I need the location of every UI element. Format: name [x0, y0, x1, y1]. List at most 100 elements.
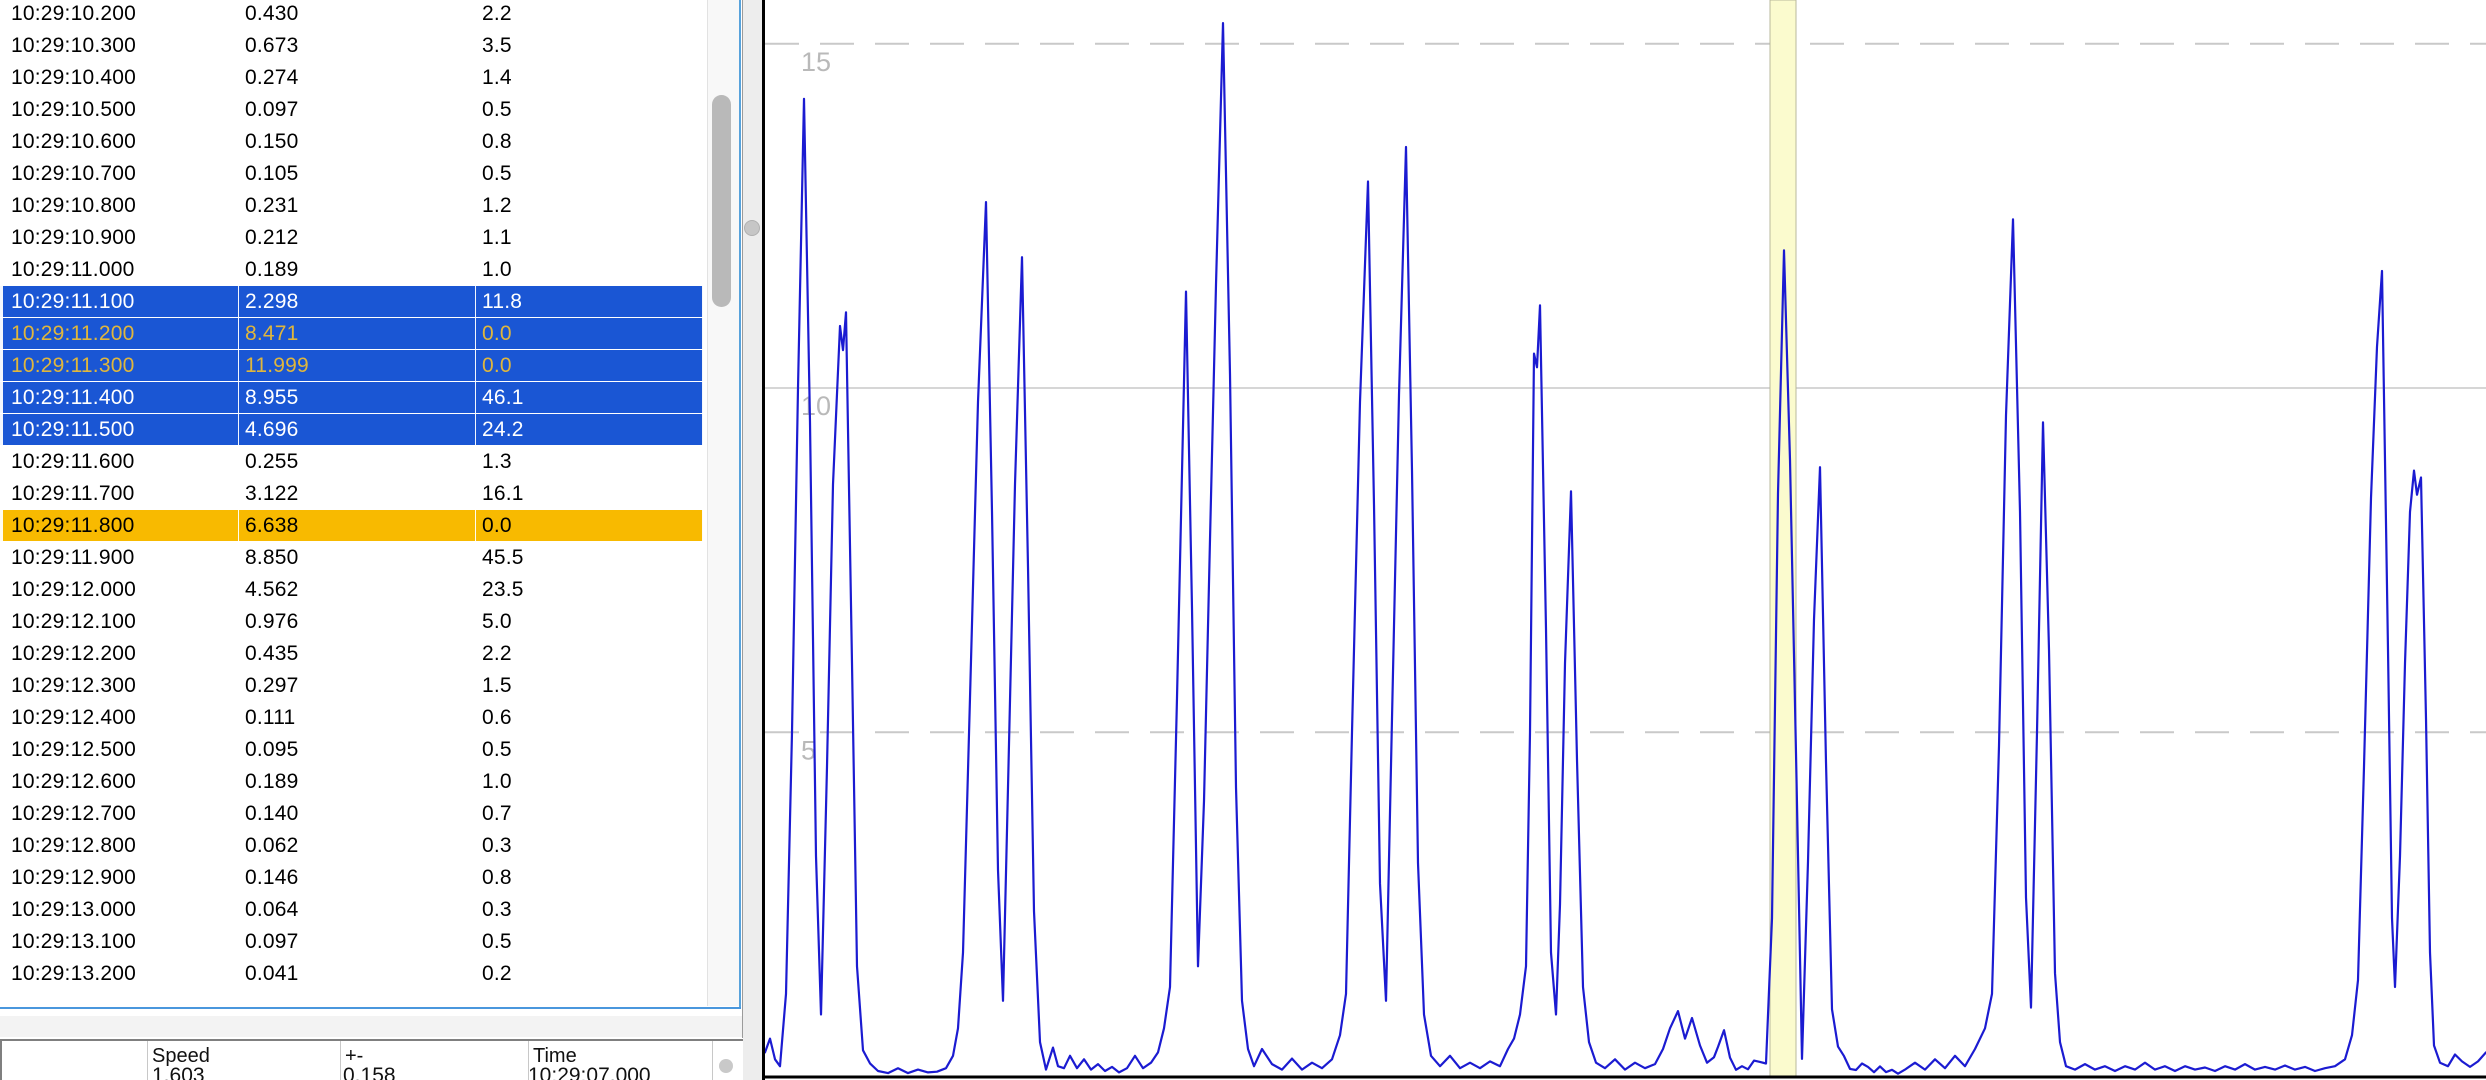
cell-time: 10:29:12.900	[0, 862, 239, 893]
cell-speed-kmh: 1.0	[476, 766, 703, 797]
cell-speed: 0.111	[239, 702, 476, 733]
table-row[interactable]: 10:29:11.200 8.471 0.0	[0, 318, 703, 350]
status-value-time: 10:29:07.000	[528, 1064, 651, 1080]
vertical-scrollbar-thumb[interactable]	[712, 95, 731, 307]
cell-speed-kmh: 0.3	[476, 830, 703, 861]
cell-speed-kmh: 0.2	[476, 958, 703, 989]
cell-speed-kmh: 23.5	[476, 574, 703, 605]
cell-time: 10:29:12.100	[0, 606, 239, 637]
table-row[interactable]: 10:29:12.100 0.976 5.0	[0, 606, 703, 638]
cell-speed: 8.850	[239, 542, 476, 573]
cell-time: 10:29:10.600	[0, 126, 239, 157]
cell-speed: 0.150	[239, 126, 476, 157]
panel-divider-line	[742, 0, 743, 1038]
cell-speed-kmh: 5.0	[476, 606, 703, 637]
cell-time: 10:29:11.700	[0, 478, 239, 509]
table-row[interactable]: 10:29:11.700 3.122 16.1	[0, 478, 703, 510]
cell-speed: 0.435	[239, 638, 476, 669]
cell-speed-kmh: 0.0	[476, 510, 703, 541]
cell-speed-kmh: 0.5	[476, 926, 703, 957]
cell-speed: 2.298	[239, 286, 476, 317]
cell-time: 10:29:10.400	[0, 62, 239, 93]
splitter-grip-icon[interactable]	[744, 220, 760, 236]
cell-speed-kmh: 0.6	[476, 702, 703, 733]
cell-speed: 0.976	[239, 606, 476, 637]
cell-speed-kmh: 11.8	[476, 286, 703, 317]
cell-time: 10:29:10.200	[0, 0, 239, 29]
cell-speed-kmh: 0.3	[476, 894, 703, 925]
table-row[interactable]: 10:29:10.200 0.430 2.2	[0, 0, 703, 30]
cell-speed-kmh: 0.0	[476, 350, 703, 381]
cell-speed-kmh: 46.1	[476, 382, 703, 413]
table-row[interactable]: 10:29:11.600 0.255 1.3	[0, 446, 703, 478]
table-row[interactable]: 10:29:12.800 0.062 0.3	[0, 830, 703, 862]
cell-speed-kmh: 0.0	[476, 318, 703, 349]
cell-time: 10:29:11.200	[0, 318, 239, 349]
table-row[interactable]: 10:29:12.200 0.435 2.2	[0, 638, 703, 670]
y-axis-label: 5	[801, 735, 816, 765]
status-value-plusminus: 0.158	[343, 1064, 396, 1080]
cell-speed-kmh: 24.2	[476, 414, 703, 445]
cell-speed: 8.471	[239, 318, 476, 349]
table-row[interactable]: 10:29:11.000 0.189 1.0	[0, 254, 703, 286]
cell-time: 10:29:11.400	[0, 382, 239, 413]
table-row[interactable]: 10:29:12.300 0.297 1.5	[0, 670, 703, 702]
cell-speed: 4.562	[239, 574, 476, 605]
cell-speed: 0.097	[239, 926, 476, 957]
cell-speed: 6.638	[239, 510, 476, 541]
table-row[interactable]: 10:29:13.100 0.097 0.5	[0, 926, 703, 958]
table-row[interactable]: 10:29:10.700 0.105 0.5	[0, 158, 703, 190]
table-row[interactable]: 10:29:11.300 11.999 0.0	[0, 350, 703, 382]
table-row[interactable]: 10:29:12.500 0.095 0.5	[0, 734, 703, 766]
focus-ring-bottom	[0, 1007, 741, 1009]
status-separator	[712, 1041, 713, 1080]
table-row[interactable]: 10:29:10.500 0.097 0.5	[0, 94, 703, 126]
table-row[interactable]: 10:29:12.900 0.146 0.8	[0, 862, 703, 894]
cell-time: 10:29:12.600	[0, 766, 239, 797]
cell-speed: 4.696	[239, 414, 476, 445]
cell-time: 10:29:12.400	[0, 702, 239, 733]
status-scrollbar-dot-icon[interactable]	[719, 1059, 733, 1073]
cell-speed-kmh: 1.1	[476, 222, 703, 253]
table-row[interactable]: 10:29:13.000 0.064 0.3	[0, 894, 703, 926]
cell-speed: 0.064	[239, 894, 476, 925]
status-separator	[147, 1041, 148, 1080]
table-row[interactable]: 10:29:11.100 2.298 11.8	[0, 286, 703, 318]
cell-speed-kmh: 2.2	[476, 0, 703, 29]
cell-time: 10:29:11.300	[0, 350, 239, 381]
vertical-scrollbar-track[interactable]	[707, 0, 739, 1006]
cell-time: 10:29:11.800	[0, 510, 239, 541]
cell-time: 10:29:12.700	[0, 798, 239, 829]
horizontal-scrollbar-strip[interactable]	[0, 1016, 742, 1037]
table-row[interactable]: 10:29:13.200 0.041 0.2	[0, 958, 703, 990]
table-row[interactable]: 10:29:12.600 0.189 1.0	[0, 766, 703, 798]
cell-time: 10:29:12.200	[0, 638, 239, 669]
cell-speed: 0.140	[239, 798, 476, 829]
cell-speed: 0.189	[239, 766, 476, 797]
table-row[interactable]: 10:29:11.400 8.955 46.1	[0, 382, 703, 414]
cell-time: 10:29:13.100	[0, 926, 239, 957]
cell-speed-kmh: 1.0	[476, 254, 703, 285]
cell-time: 10:29:11.100	[0, 286, 239, 317]
cell-speed-kmh: 2.2	[476, 638, 703, 669]
table-row[interactable]: 10:29:11.500 4.696 24.2	[0, 414, 703, 446]
data-table-panel: 10:29:10.200 0.430 2.2 10:29:10.300 0.673 3.5…	[0, 0, 745, 1080]
table-row[interactable]: 10:29:10.400 0.274 1.4	[0, 62, 703, 94]
table-row[interactable]: 10:29:12.400 0.111 0.6	[0, 702, 703, 734]
table-row[interactable]: 10:29:10.800 0.231 1.2	[0, 190, 703, 222]
table-row[interactable]: 10:29:10.600 0.150 0.8	[0, 126, 703, 158]
speed-chart-canvas[interactable]: 5 10 15	[765, 0, 2486, 1080]
cell-time: 10:29:12.800	[0, 830, 239, 861]
cell-speed-kmh: 0.7	[476, 798, 703, 829]
cell-speed: 0.231	[239, 190, 476, 221]
panel-splitter[interactable]	[743, 0, 762, 1080]
table-row[interactable]: 10:29:10.300 0.673 3.5	[0, 30, 703, 62]
table-row[interactable]: 10:29:10.900 0.212 1.1	[0, 222, 703, 254]
table-row[interactable]: 10:29:12.000 4.562 23.5	[0, 574, 703, 606]
table-row[interactable]: 10:29:11.900 8.850 45.5	[0, 542, 703, 574]
table-row[interactable]: 10:29:11.800 6.638 0.0	[0, 510, 703, 542]
cell-speed-kmh: 1.4	[476, 62, 703, 93]
speed-chart[interactable]: 5 10 15	[762, 0, 2486, 1080]
status-panel: Speed +- Time 1.603 0.158 10:29:07.000	[0, 1039, 745, 1080]
table-row[interactable]: 10:29:12.700 0.140 0.7	[0, 798, 703, 830]
